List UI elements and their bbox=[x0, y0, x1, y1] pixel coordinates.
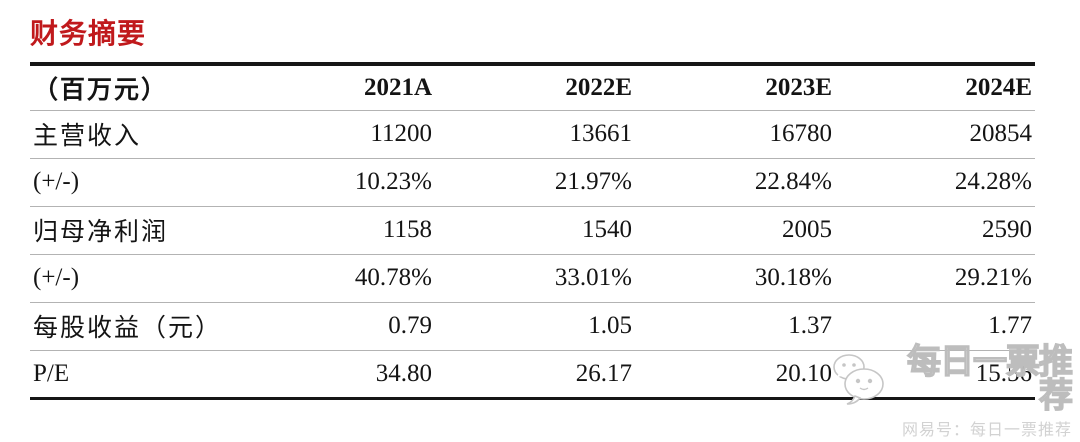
row-value: 24.28% bbox=[835, 157, 1035, 206]
row-value: 11200 bbox=[370, 120, 432, 147]
row-value: 1158 bbox=[235, 205, 435, 254]
row-value: 1540 bbox=[435, 205, 635, 254]
row-value: 1.77 bbox=[835, 301, 1035, 350]
column-header-2021a: 2021A bbox=[235, 64, 435, 111]
page-title: 财务摘要 bbox=[30, 18, 147, 49]
row-value: 16780 bbox=[769, 120, 833, 147]
table-row-revenue-growth: (+/-) 10.23% 21.97% 22.84% 24.28% bbox=[30, 157, 1035, 206]
row-value: 30.18% bbox=[635, 253, 835, 302]
unit-header-cell: （百万元） bbox=[30, 64, 235, 111]
column-header-2024e: 2024E bbox=[835, 64, 1035, 111]
financial-summary-table: （百万元） 2021A 2022E 2023E 2024E 主营收入 11200… bbox=[30, 62, 1035, 400]
row-value: 22.84% bbox=[635, 157, 835, 206]
row-value: 20854 bbox=[969, 120, 1033, 147]
row-value: 15.56 bbox=[835, 349, 1035, 398]
column-header-2023e: 2023E bbox=[635, 64, 835, 111]
table-row-pe: P/E 34.80 26.17 20.10 15.56 bbox=[30, 349, 1035, 398]
row-label: P/E bbox=[30, 349, 235, 398]
watermark-sub-text: 网易号：每日一票推荐 bbox=[901, 422, 1072, 439]
row-value: 21.97% bbox=[435, 157, 635, 206]
row-value: 13661 bbox=[569, 120, 633, 147]
table-row-net-profit-growth: (+/-) 40.78% 33.01% 30.18% 29.21% bbox=[30, 253, 1035, 302]
table-row-eps: 每股收益（元） 0.79 1.05 1.37 1.77 bbox=[30, 301, 1035, 350]
row-value: 10.23% bbox=[235, 157, 435, 206]
row-value: 2590 bbox=[835, 205, 1035, 254]
table-header-row: （百万元） 2021A 2022E 2023E 2024E bbox=[30, 64, 1035, 111]
row-value: 20.10 bbox=[635, 349, 835, 398]
row-label: 每股收益（元） bbox=[30, 301, 235, 350]
row-value: 1.37 bbox=[635, 301, 835, 350]
row-value: 33.01% bbox=[435, 253, 635, 302]
column-header-2022e: 2022E bbox=[435, 64, 635, 111]
row-label: 主营收入 bbox=[33, 123, 142, 150]
table-row-revenue: 主营收入 11200 13661 16780 20854 bbox=[30, 110, 1035, 158]
row-value: 26.17 bbox=[435, 349, 635, 398]
row-value: 40.78% bbox=[235, 253, 435, 302]
row-value: 29.21% bbox=[835, 253, 1035, 302]
row-value: 1.05 bbox=[435, 301, 635, 350]
row-label: (+/-) bbox=[30, 253, 235, 302]
row-value: 2005 bbox=[635, 205, 835, 254]
table-row-net-profit: 归母净利润 1158 1540 2005 2590 bbox=[30, 205, 1035, 254]
row-value: 0.79 bbox=[235, 301, 435, 350]
row-label: 归母净利润 bbox=[30, 205, 235, 254]
row-value: 34.80 bbox=[235, 349, 435, 398]
row-label: (+/-) bbox=[30, 157, 235, 206]
